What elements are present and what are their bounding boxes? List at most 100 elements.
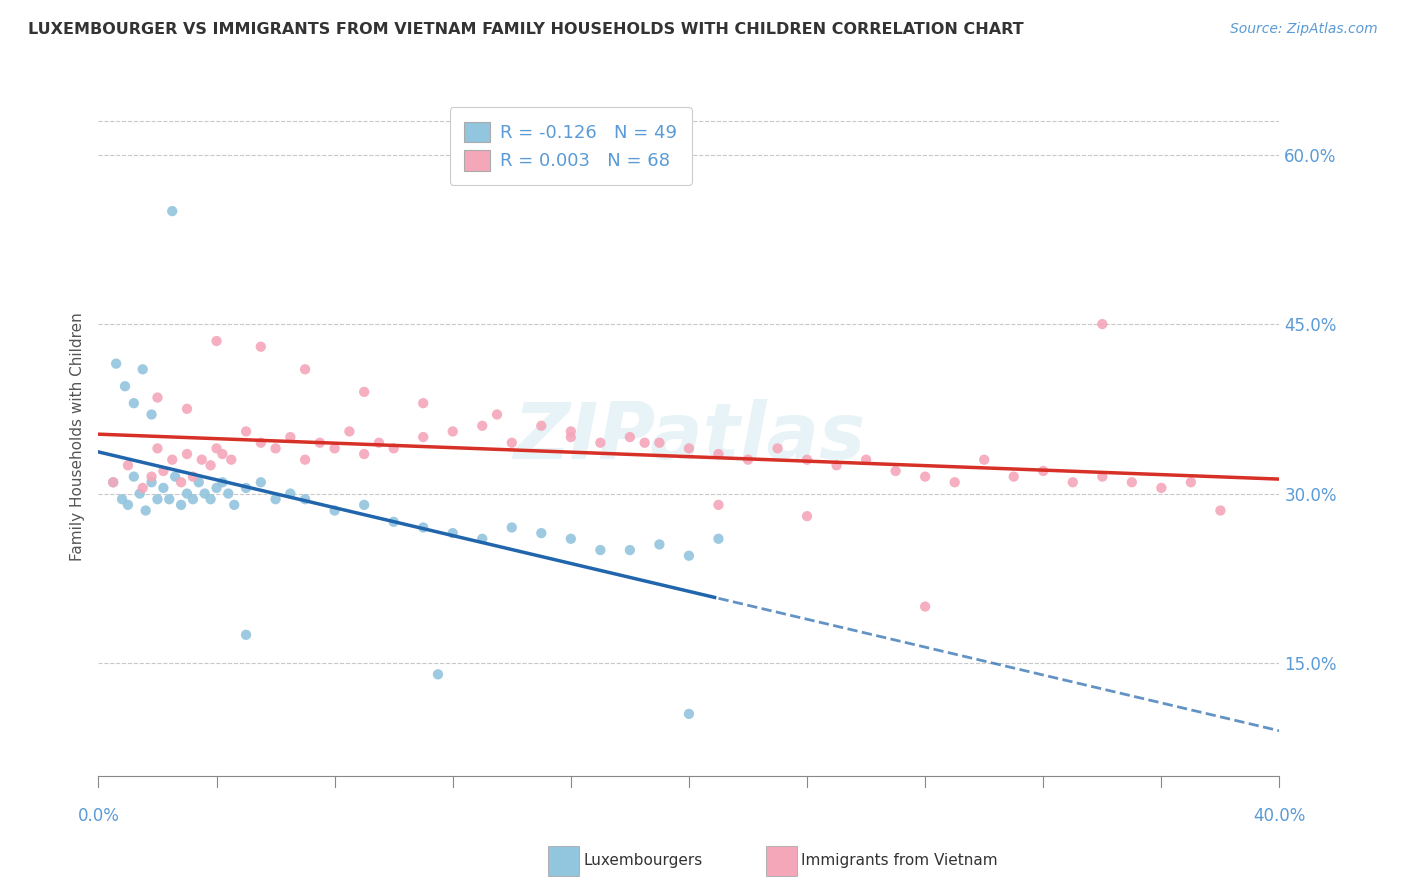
Point: [117, 498, 139, 512]
Point: [441, 425, 464, 439]
Point: [170, 475, 193, 490]
Point: [501, 435, 523, 450]
Point: [707, 498, 730, 512]
Point: [973, 452, 995, 467]
Point: [235, 628, 257, 642]
Point: [117, 458, 139, 473]
Point: [914, 599, 936, 614]
Point: [1121, 475, 1143, 490]
Point: [114, 379, 136, 393]
Point: [337, 425, 360, 439]
Point: [427, 667, 450, 681]
Point: [294, 492, 316, 507]
Point: [1091, 317, 1114, 331]
Point: [235, 481, 257, 495]
Point: [678, 549, 700, 563]
Point: [294, 362, 316, 376]
Point: [368, 435, 391, 450]
Point: [589, 543, 612, 558]
Point: [224, 498, 246, 512]
Point: [176, 486, 198, 500]
Point: [412, 396, 434, 410]
Point: [501, 520, 523, 534]
Point: [111, 492, 134, 507]
Point: [294, 452, 316, 467]
Point: [132, 481, 155, 495]
Point: [678, 706, 700, 721]
Legend: R = -0.126   N = 49, R = 0.003   N = 68: R = -0.126 N = 49, R = 0.003 N = 68: [450, 107, 692, 185]
Point: [122, 469, 145, 483]
Point: [146, 391, 169, 405]
Point: [471, 532, 494, 546]
Point: [1002, 469, 1025, 483]
Point: [707, 532, 730, 546]
Point: [1180, 475, 1202, 490]
Point: [194, 486, 217, 500]
Point: [152, 481, 174, 495]
Point: [200, 458, 222, 473]
Point: [235, 425, 257, 439]
Point: [205, 442, 228, 456]
Point: [217, 486, 239, 500]
Point: [766, 442, 789, 456]
Text: Source: ZipAtlas.com: Source: ZipAtlas.com: [1230, 22, 1378, 37]
Point: [205, 334, 228, 348]
Point: [796, 452, 818, 467]
Point: [560, 430, 582, 444]
Y-axis label: Family Households with Children: Family Households with Children: [69, 313, 84, 561]
Point: [619, 430, 641, 444]
Point: [796, 509, 818, 524]
Point: [412, 430, 434, 444]
Point: [1150, 481, 1173, 495]
Point: [589, 435, 612, 450]
Point: [1091, 469, 1114, 483]
Point: [181, 492, 204, 507]
Point: [187, 475, 209, 490]
Point: [1032, 464, 1054, 478]
Point: [170, 498, 193, 512]
Point: [264, 492, 287, 507]
Text: Immigrants from Vietnam: Immigrants from Vietnam: [801, 854, 998, 868]
Text: ZIPatlas: ZIPatlas: [513, 399, 865, 475]
Point: [914, 469, 936, 483]
Point: [141, 408, 163, 422]
Point: [486, 408, 509, 422]
Point: [884, 464, 907, 478]
Point: [128, 486, 150, 500]
Point: [205, 481, 228, 495]
Point: [648, 435, 671, 450]
Point: [678, 442, 700, 456]
Point: [165, 469, 187, 483]
Point: [382, 515, 405, 529]
Point: [855, 452, 877, 467]
Point: [278, 486, 302, 500]
Point: [1062, 475, 1084, 490]
Point: [250, 435, 273, 450]
Point: [707, 447, 730, 461]
Point: [441, 526, 464, 541]
Point: [162, 204, 183, 219]
Point: [530, 526, 553, 541]
Point: [560, 532, 582, 546]
Point: [146, 442, 169, 456]
Point: [353, 498, 375, 512]
Point: [619, 543, 641, 558]
Point: [146, 492, 169, 507]
Point: [141, 469, 163, 483]
Point: [219, 452, 242, 467]
Point: [122, 396, 145, 410]
Text: 40.0%: 40.0%: [1253, 807, 1306, 825]
Point: [103, 475, 125, 490]
Point: [176, 447, 198, 461]
Point: [825, 458, 848, 473]
Point: [264, 442, 287, 456]
Point: [105, 357, 128, 371]
Point: [211, 447, 233, 461]
Point: [152, 464, 174, 478]
Point: [323, 442, 346, 456]
Point: [737, 452, 759, 467]
Point: [250, 475, 273, 490]
Point: [1209, 503, 1232, 517]
Point: [191, 452, 214, 467]
Point: [132, 362, 155, 376]
